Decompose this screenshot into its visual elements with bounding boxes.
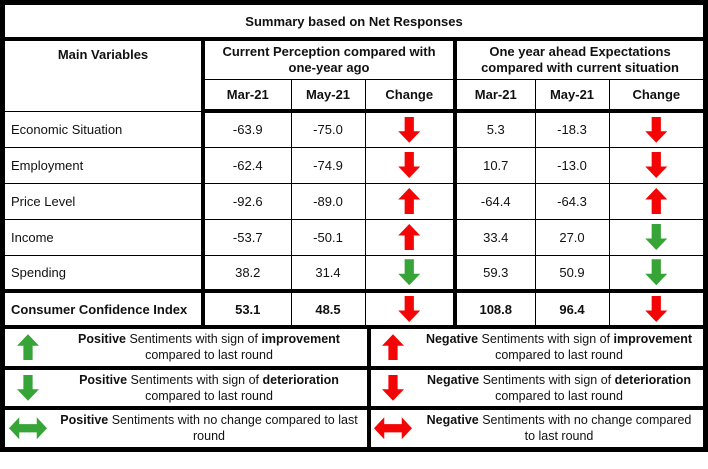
cp-change-arrow-icon [398,259,421,286]
group-header-row: Main Variables Current Perception compar… [4,38,704,112]
exp-col-header-may-21: May-21 [534,78,610,113]
exp-change-arrow-icon [645,296,668,322]
cp-mar-value: -62.4 [202,146,292,184]
exp-change-arrow-icon [645,259,668,286]
table-row-income: Income -53.7 -50.1 33.4 27.0 [4,218,704,256]
exp-change-cell [608,254,704,292]
exp-mar-value: -64.4 [454,182,536,220]
green-up-arrow-icon [17,334,39,361]
row-label: Price Level [4,182,205,220]
legend-arrow-cell [367,329,415,368]
cp-mar-value: -63.9 [202,110,292,148]
sub-header-row: Mar-21 May-21 Change Mar-21 May-21 Chang… [5,78,704,113]
exp-change-arrow-icon [645,188,668,214]
exp-change-arrow-icon [645,116,668,143]
legend-text-positive-deterioration: Positive Sentiments with sign of deterio… [51,365,369,408]
legend-arrow-cell [5,365,51,408]
row-label: Employment [4,146,205,184]
cp-col-header-change: Change [364,78,457,113]
cp-change-cell [364,218,457,256]
table-row-employment: Employment -62.4 -74.9 10.7 -13.0 [4,146,704,184]
exp-mar-value: 10.7 [454,146,536,184]
cp-change-arrow-icon [398,188,421,214]
exp-may-value: 27.0 [534,218,610,256]
net-responses-summary-table: Summary based on Net Responses Main Vari… [0,0,708,452]
exp-may-value: -64.3 [534,182,610,220]
cp-col-header-may-21: May-21 [290,78,366,113]
red-up-arrow-icon [382,334,404,361]
green-leftright-arrow-icon [9,417,47,440]
exp-change-cell [608,146,704,184]
legend-arrow-cell [367,365,415,408]
legend-arrow-cell [367,406,415,447]
exp-col-header-change: Change [608,78,704,113]
table-legend-divider [5,325,703,329]
cp-change-cell [364,182,457,220]
legend-row-improvement: Positive Sentiments with sign of improve… [5,329,703,368]
table-row-economic-situation: Economic Situation -63.9 -75.0 5.3 -18.3 [4,110,704,148]
main-variables-header: Main Variables [4,38,205,112]
cp-mar-value: 38.2 [202,254,292,292]
legend-text-negative-no-change: Negative Sentiments with no change compa… [415,406,703,447]
cp-change-cell [364,289,457,326]
cp-mar-value: 53.1 [202,289,292,326]
exp-change-cell [608,289,704,326]
current-perception-group-header: Current Perception compared with one-yea… [202,38,457,80]
exp-may-value: 96.4 [534,289,610,326]
cp-change-cell [364,146,457,184]
cp-change-arrow-icon [398,296,421,322]
cp-may-value: 31.4 [290,254,366,292]
legend-row-no-change: Positive Sentiments with no change compa… [5,406,703,447]
cp-col-header-mar-21: Mar-21 [202,78,292,113]
exp-may-value: -18.3 [534,110,610,148]
cp-change-arrow-icon [398,224,421,250]
green-down-arrow-icon [17,374,39,401]
cp-may-value: -50.1 [290,218,366,256]
cp-may-value: -74.9 [290,146,366,184]
legend-text-positive-no-change: Positive Sentiments with no change compa… [51,406,369,447]
exp-col-header-mar-21: Mar-21 [454,78,536,113]
title-row: Summary based on Net Responses [4,4,704,41]
legend-text-positive-improvement: Positive Sentiments with sign of improve… [78,332,340,363]
expectations-group-header: One year ahead Expectations compared wit… [454,38,704,80]
exp-may-value: 50.9 [534,254,610,292]
row-label: Spending [4,254,205,292]
exp-change-arrow-icon [645,152,668,178]
cp-may-value: 48.5 [290,289,366,326]
cp-mar-value: -92.6 [202,182,292,220]
cp-mar-value: -53.7 [202,218,292,256]
cp-change-arrow-icon [398,152,421,178]
cp-may-value: -75.0 [290,110,366,148]
red-leftright-arrow-icon [374,417,412,440]
page-title: Summary based on Net Responses [4,4,704,41]
row-label: Income [4,218,205,256]
exp-change-arrow-icon [645,224,668,250]
exp-mar-value: 33.4 [454,218,536,256]
cp-may-value: -89.0 [290,182,366,220]
legend-row-deterioration: Positive Sentiments with sign of deterio… [5,365,703,408]
table-row-price-level: Price Level -92.6 -89.0 -64.4 -64.3 [4,182,704,220]
exp-change-cell [608,110,704,148]
cp-change-cell [364,254,457,292]
exp-mar-value: 108.8 [454,289,536,326]
row-label: Consumer Confidence Index [4,289,205,326]
legend-text-negative-deterioration: Negative Sentiments with sign of deterio… [415,365,703,408]
cp-change-arrow-icon [398,116,421,143]
row-label: Economic Situation [4,110,205,148]
exp-mar-value: 59.3 [454,254,536,292]
legend-table: Positive Sentiments with sign of improve… [5,329,703,447]
legend-text-negative-improvement: Negative Sentiments with sign of improve… [425,332,693,363]
table-row-consumer-confidence-index: Consumer Confidence Index 53.1 48.5 108.… [4,289,704,326]
exp-change-cell [608,218,704,256]
exp-may-value: -13.0 [534,146,610,184]
cp-change-cell [364,110,457,148]
summary-table: Summary based on Net Responses Main Vari… [4,4,704,326]
exp-mar-value: 5.3 [454,110,536,148]
exp-change-cell [608,182,704,220]
table-row-spending: Spending 38.2 31.4 59.3 50.9 [4,254,704,292]
red-down-arrow-icon [382,374,404,401]
legend-arrow-cell [5,329,51,368]
legend-arrow-cell [5,406,51,447]
